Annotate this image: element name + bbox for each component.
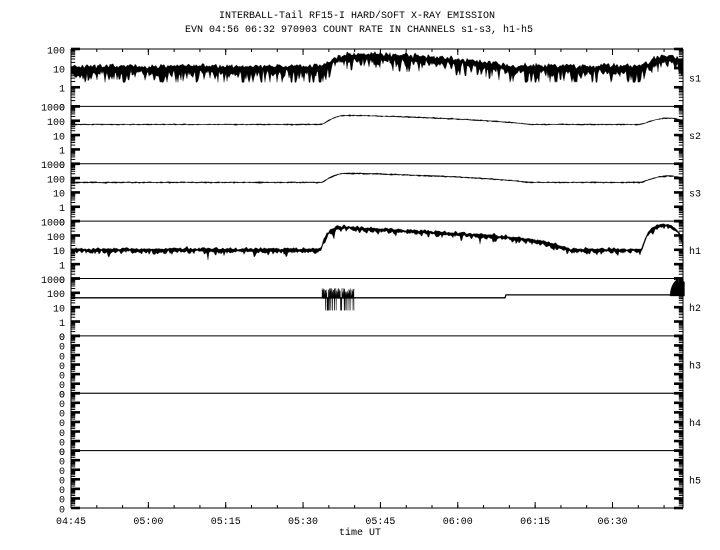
svg-text:05:15: 05:15 (211, 517, 241, 528)
svg-text:1000: 1000 (41, 104, 65, 115)
svg-text:10: 10 (53, 190, 65, 201)
svg-text:1000: 1000 (41, 161, 65, 172)
svg-text:INTERBALL-Tail RF15-I HARD/SOF: INTERBALL-Tail RF15-I HARD/SOFT X-RAY EM… (219, 10, 495, 22)
svg-text:100: 100 (47, 233, 65, 244)
svg-text:h5: h5 (689, 475, 701, 487)
svg-text:100: 100 (47, 118, 65, 129)
svg-text:1: 1 (59, 204, 65, 215)
svg-text:06:00: 06:00 (443, 517, 473, 528)
svg-text:10: 10 (53, 132, 65, 143)
svg-text:1000: 1000 (41, 218, 65, 229)
svg-text:h3: h3 (689, 361, 701, 373)
svg-text:10: 10 (53, 247, 65, 258)
svg-text:s2: s2 (689, 132, 701, 143)
svg-text:06:15: 06:15 (520, 517, 550, 528)
svg-text:100: 100 (47, 175, 65, 186)
svg-text:100: 100 (47, 290, 65, 301)
svg-text:1: 1 (59, 85, 65, 96)
svg-text:h1: h1 (689, 246, 701, 258)
svg-text:06:30: 06:30 (597, 517, 627, 528)
svg-text:0: 0 (59, 505, 65, 516)
svg-text:1000: 1000 (41, 276, 65, 287)
svg-text:10: 10 (53, 304, 65, 315)
svg-text:04:45: 04:45 (56, 517, 86, 528)
svg-text:1: 1 (59, 261, 65, 272)
svg-text:h2: h2 (689, 303, 701, 315)
svg-text:h4: h4 (689, 418, 701, 430)
svg-text:s1: s1 (689, 75, 701, 86)
svg-text:10: 10 (53, 65, 65, 76)
svg-text:1: 1 (59, 147, 65, 158)
svg-text:s3: s3 (689, 189, 701, 200)
svg-text:05:45: 05:45 (365, 517, 395, 528)
svg-text:05:00: 05:00 (133, 517, 163, 528)
svg-text:05:30: 05:30 (288, 517, 318, 528)
svg-text:EVN 04:56 06:32 970903 COUNT: EVN 04:56 06:32 970903 COUNT RATE IN CHA… (185, 24, 533, 36)
svg-text:time UT: time UT (339, 527, 381, 539)
svg-text:1: 1 (59, 319, 65, 330)
svg-text:100: 100 (47, 46, 65, 57)
